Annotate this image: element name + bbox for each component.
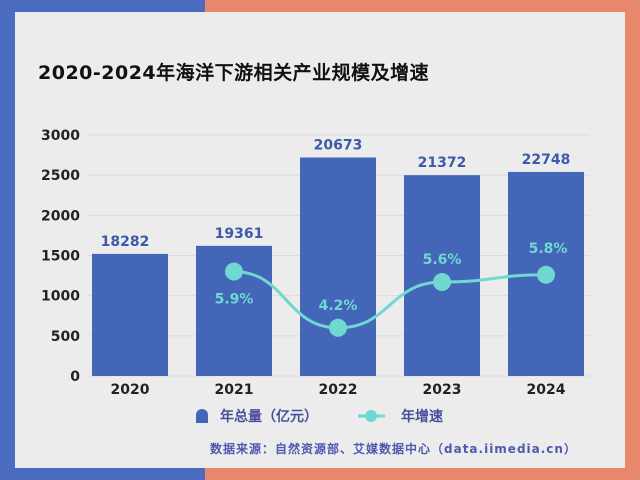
bar-value-label: 22748 (522, 152, 571, 168)
legend-bar-icon (196, 409, 208, 423)
source-note: 数据来源：自然资源部、艾媒数据中心（data.iimedia.cn） (210, 442, 577, 456)
y-tick-label: 1500 (41, 249, 80, 265)
y-tick-label: 1000 (41, 289, 80, 305)
legend-bar-label: 年总量（亿元） (220, 408, 318, 425)
growth-point-2021 (225, 262, 243, 281)
growth-value-label: 5.6% (423, 252, 462, 268)
x-tick-label: 2021 (215, 382, 254, 398)
bar-value-label: 20673 (314, 137, 363, 153)
bar-value-label: 21372 (418, 155, 467, 171)
growth-point-2024 (537, 265, 555, 284)
bar-value-label: 19361 (215, 226, 264, 242)
y-tick-label: 0 (70, 369, 80, 385)
growth-point-2022 (329, 318, 347, 337)
growth-point-2023 (433, 273, 451, 292)
bar-value-label: 18282 (101, 234, 150, 250)
growth-line (233, 270, 547, 330)
chart-title: 2020-2024年海洋下游相关产业规模及增速 (38, 62, 430, 84)
x-tick-label: 2020 (111, 382, 150, 398)
x-tick-label: 2022 (319, 382, 358, 398)
legend-line-marker-icon (365, 410, 377, 422)
x-tick-label: 2024 (527, 382, 566, 398)
y-tick-label: 2500 (41, 168, 80, 184)
bar-2020 (92, 253, 168, 376)
y-tick-label: 500 (51, 329, 80, 345)
growth-value-label: 5.9% (215, 292, 254, 308)
bar-2022 (300, 157, 376, 376)
legend-line-label: 年增速 (401, 408, 443, 425)
growth-value-label: 5.8% (529, 241, 568, 257)
y-tick-label: 2000 (41, 208, 80, 224)
growth-value-label: 4.2% (319, 298, 358, 314)
y-tick-label: 3000 (41, 128, 80, 144)
x-tick-label: 2023 (423, 382, 462, 398)
